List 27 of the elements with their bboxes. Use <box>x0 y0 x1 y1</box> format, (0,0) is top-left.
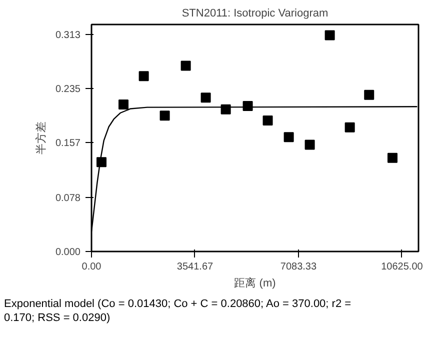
x-tick-label: 7083.33 <box>280 262 318 272</box>
x-axis-title: 距离 (m) <box>234 276 276 290</box>
point <box>364 90 374 100</box>
point <box>304 140 315 150</box>
point <box>344 122 355 132</box>
x-tick-label: 10625.00 <box>381 262 424 272</box>
point <box>284 132 294 142</box>
y-tick-label: 0.235 <box>55 84 81 96</box>
y-tick-label: 0.000 <box>55 247 81 258</box>
point <box>242 100 253 111</box>
point <box>387 152 398 163</box>
text: Exponential model (Co = 0.01430; Co + C = 0.20860; Ao = 370.00; r2 = 0.170; RSS = 0.0290) <box>4 297 352 325</box>
y-tick-label: 0.078 <box>55 192 81 204</box>
y-tick-label: 0.313 <box>55 30 81 42</box>
y-tick-label: 0.157 <box>55 138 81 150</box>
point <box>180 60 191 71</box>
point <box>118 100 128 110</box>
chart-title: STN2011: Isotropic Variogram <box>182 8 328 20</box>
point <box>262 116 273 126</box>
point <box>160 110 170 121</box>
x-tick-label: 0.00 <box>82 262 102 272</box>
point <box>200 92 211 103</box>
point <box>138 71 149 82</box>
x-tick-label: 3541.67 <box>176 262 214 272</box>
point <box>220 104 231 114</box>
point <box>324 30 335 40</box>
y-axis-title: 半方差 <box>34 122 48 154</box>
